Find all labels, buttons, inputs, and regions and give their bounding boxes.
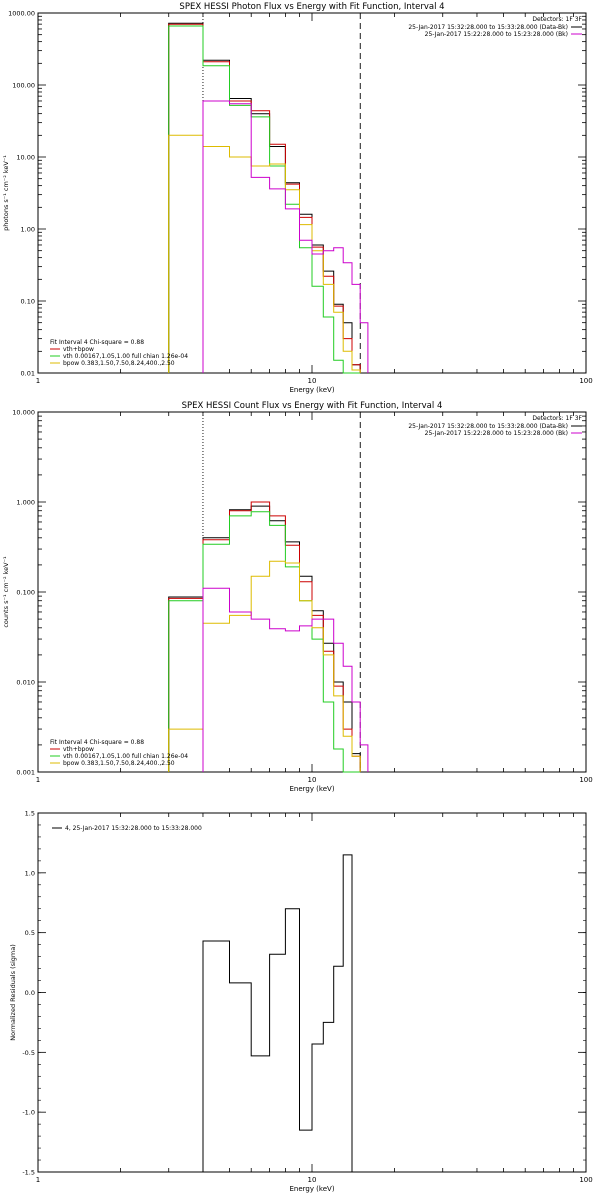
series-line-4	[168, 560, 361, 772]
y-tick-label: 1.5	[25, 810, 35, 818]
y-tick-label: 1.00	[21, 226, 35, 234]
y-axis: -1.5 -1.0 -0.5 0.0 0.5 1.0 1.5 Normalized Resid…	[9, 810, 586, 1177]
fit-interval-label: Fit Interval 4 Chi-square = 0.88	[50, 739, 144, 746]
y-tick-label: 10.000	[12, 409, 35, 417]
legend-entry: 4, 25-Jan-2017 15:32:28.000 to 15:33:28.…	[65, 825, 202, 832]
y-tick-label: 0.01	[21, 370, 35, 378]
x-tick-label: 10	[308, 377, 317, 385]
y-tick-label: 0.100	[16, 589, 35, 597]
legend-entry: 25-Jan-2017 15:22:28.000 to 15:23:28.000…	[425, 31, 568, 38]
x-tick-label: 1	[36, 776, 40, 784]
series-line-2	[168, 501, 361, 772]
y-tick-label: 100.00	[12, 82, 35, 90]
legend-entry: 25-Jan-2017 15:32:28.000 to 15:33:28.000…	[408, 423, 568, 430]
x-tick-label: 10	[308, 776, 317, 784]
y-tick-label: -1.5	[22, 1169, 35, 1177]
x-tick-label: 100	[579, 377, 592, 385]
chart-title: SPEX HESSI Photon Flux vs Energy with Fi…	[179, 2, 444, 12]
y-tick-label: 1000.00	[8, 10, 35, 18]
y-axis-label: photons s⁻¹ cm⁻² keV⁻¹	[2, 155, 10, 231]
y-tick-label: 10.00	[16, 154, 35, 162]
x-axis-label: Energy (keV)	[289, 1185, 334, 1193]
detectors-label: Detectors: 1F 3F	[532, 16, 582, 23]
legend-entry: vth+bpow	[63, 346, 94, 353]
y-tick-label: -0.5	[22, 1049, 35, 1057]
series-line-5	[202, 100, 369, 373]
y-tick-label: -1.0	[22, 1109, 35, 1117]
series-line-3	[168, 511, 361, 773]
y-axis: 0.01 0.10 1.00 10.00 100.00 1000.00 photons s⁻…	[2, 10, 586, 378]
y-axis: 0.001 0.010 0.100 1.000 10.000 counts s⁻¹ cm⁻…	[2, 409, 586, 777]
chart-panel-2: SPEX HESSI Count Flux vs Energy with Fit…	[2, 401, 593, 793]
x-axis-label: Energy (keV)	[289, 386, 334, 394]
series-line-1	[168, 505, 361, 772]
series-group	[202, 854, 353, 1172]
legend-entry: 25-Jan-2017 15:22:28.000 to 15:23:28.000…	[425, 430, 568, 437]
x-tick-label: 100	[579, 1176, 592, 1184]
series-group	[168, 22, 369, 374]
detectors-label: Detectors: 1F 3F	[532, 415, 582, 422]
y-tick-label: 1.0	[25, 869, 35, 877]
series-line-5	[202, 587, 369, 772]
series-line-1	[168, 22, 361, 373]
legend-left: 4, 25-Jan-2017 15:32:28.000 to 15:33:28.…	[52, 825, 202, 832]
x-axis: 1 10 100 Energy (keV)	[36, 813, 593, 1193]
y-tick-label: 1.000	[16, 499, 35, 507]
y-tick-label: 0.5	[25, 929, 35, 937]
legend-entry: bpow 0.383,1.50,7.50,8.24,400.,2.50	[63, 760, 175, 767]
y-tick-label: 0.010	[16, 679, 35, 687]
series-line-1	[202, 854, 353, 1172]
chart-title: SPEX HESSI Count Flux vs Energy with Fit…	[182, 401, 443, 411]
y-tick-label: 0.10	[21, 298, 35, 306]
x-tick-label: 1	[36, 377, 40, 385]
x-tick-label: 1	[36, 1176, 40, 1184]
legend-entry: 25-Jan-2017 15:32:28.000 to 15:33:28.000…	[408, 24, 568, 31]
x-tick-label: 100	[579, 776, 592, 784]
x-axis-label: Energy (keV)	[289, 785, 334, 793]
y-axis-label: counts s⁻¹ cm⁻² keV⁻¹	[2, 556, 10, 628]
series-line-2	[168, 23, 361, 373]
fit-interval-label: Fit Interval 4 Chi-square = 0.88	[50, 339, 144, 346]
series-line-3	[168, 25, 361, 374]
y-axis-label: Normalized Residuals (sigma)	[9, 944, 17, 1041]
y-tick-label: 0.001	[16, 769, 35, 777]
series-group	[168, 501, 369, 773]
legend-entry: vth+bpow	[63, 746, 94, 753]
x-axis: 1 10 100 Energy (keV)	[36, 412, 593, 793]
x-tick-label: 10	[308, 1176, 317, 1184]
plot-frame	[37, 12, 587, 374]
series-line-4	[168, 134, 361, 373]
y-tick-label: 0.0	[25, 989, 35, 997]
legend-entry: vth 0.00167,1.05,1.00 full chian 1.26e-0…	[63, 753, 188, 760]
x-axis: 1 10 100 Energy (keV)	[36, 13, 593, 394]
legend-entry: bpow 0.383,1.50,7.50,8.24,400.,2.50	[63, 360, 175, 367]
legend-entry: vth 0.00167,1.05,1.00 full chian 1.26e-0…	[63, 353, 188, 360]
chart-panel-1: SPEX HESSI Photon Flux vs Energy with Fi…	[2, 2, 593, 394]
legend-left: Fit Interval 4 Chi-square = 0.88vth+bpow…	[50, 739, 188, 767]
legend-left: Fit Interval 4 Chi-square = 0.88vth+bpow…	[50, 339, 188, 367]
